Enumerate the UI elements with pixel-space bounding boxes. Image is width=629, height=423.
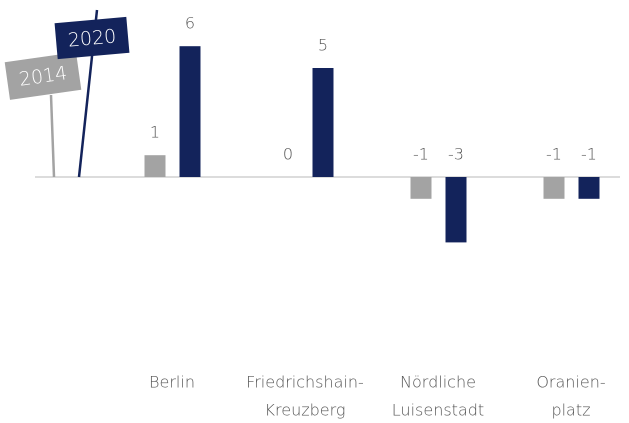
x-tick-label: Berlin — [149, 373, 195, 392]
legend-pole — [49, 94, 56, 178]
data-label: 0 — [283, 145, 293, 164]
bar — [410, 177, 432, 199]
legend: 2014 2020 — [4, 9, 130, 178]
legend-sign: 2020 — [54, 16, 130, 60]
legend-label: 2020 — [67, 25, 117, 51]
legend-swatch — [54, 16, 130, 60]
x-tick-label: Oranien- — [536, 373, 605, 392]
bar — [543, 177, 565, 199]
x-tick-label: Nördliche — [400, 373, 476, 392]
bar — [312, 68, 334, 177]
data-label: -1 — [581, 145, 597, 164]
x-tick-label: platz — [551, 401, 590, 420]
data-label: -3 — [448, 145, 464, 164]
bar — [179, 46, 201, 178]
bar — [578, 177, 600, 199]
x-tick-label: Kreuzberg — [265, 401, 346, 420]
data-label: 5 — [318, 36, 328, 55]
data-label: -1 — [413, 145, 429, 164]
legend-swatch — [4, 52, 82, 100]
data-label: 6 — [185, 14, 195, 33]
data-label: -1 — [546, 145, 562, 164]
x-tick-label: Friedrichshain- — [246, 373, 364, 392]
bar — [144, 155, 166, 177]
bar — [445, 177, 467, 243]
x-tick-label: Luisenstadt — [392, 401, 484, 420]
legend-sign: 2014 — [4, 52, 82, 100]
data-label: 1 — [150, 123, 160, 142]
